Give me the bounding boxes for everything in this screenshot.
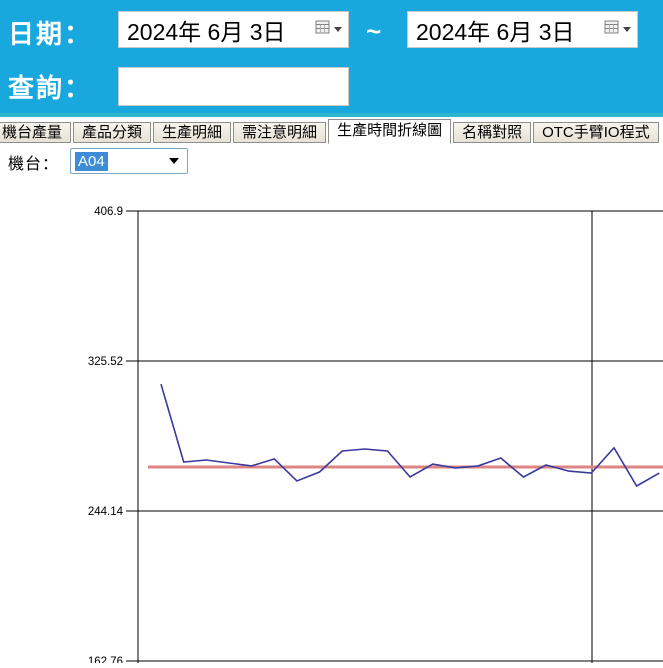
calendar-icon <box>604 20 620 40</box>
date-label: 日期： <box>8 19 93 49</box>
header-bar: 日期： 2024年 6月 3日 ~ 2024年 6月 3日 <box>0 0 663 117</box>
tab-production-detail[interactable]: 生產明細 <box>153 122 232 143</box>
date-from-dropdown-button[interactable] <box>315 20 342 40</box>
machine-label: 機台： <box>8 156 60 173</box>
calendar-icon <box>315 20 331 40</box>
y-axis-tick-label: 244.14 <box>88 506 124 518</box>
date-to-dropdown-button[interactable] <box>604 20 631 40</box>
machine-selector-row: 機台： A04 <box>8 148 188 174</box>
production-time-series-line <box>160 383 660 488</box>
production-time-line-chart: 406.9 325.52 244.14 162.76 <box>0 195 663 668</box>
date-to-value: 2024年 6月 3日 <box>416 18 575 45</box>
date-to-picker[interactable]: 2024年 6月 3日 <box>407 11 638 48</box>
tab-product-category[interactable]: 產品分類 <box>73 122 152 143</box>
tab-name-mapping[interactable]: 名稱對照 <box>453 122 532 143</box>
chart-canvas: 406.9 325.52 244.14 162.76 <box>88 206 663 668</box>
query-input[interactable] <box>118 67 349 106</box>
tab-strip: 機台產量 產品分類 生產明細 需注意明細 生產時間折線圖 名稱對照 OTC手臂I… <box>0 119 661 144</box>
date-range-separator: ~ <box>366 16 382 46</box>
chevron-down-icon <box>334 27 342 32</box>
y-axis-tick-label: 325.52 <box>88 356 123 368</box>
machine-combobox[interactable]: A04 <box>70 148 188 174</box>
query-label: 查詢： <box>8 73 93 103</box>
date-from-value: 2024年 6月 3日 <box>127 18 286 45</box>
tab-otc-arm-io-program[interactable]: OTC手臂IO程式 <box>533 122 659 143</box>
date-from-picker[interactable]: 2024年 6月 3日 <box>118 11 349 48</box>
y-axis-tick-label: 406.9 <box>94 206 123 218</box>
tab-machine-output[interactable]: 機台產量 <box>0 122 72 143</box>
tab-production-time-chart[interactable]: 生產時間折線圖 <box>328 119 452 144</box>
chevron-down-icon <box>169 158 179 164</box>
tab-attention-detail[interactable]: 需注意明細 <box>233 122 327 143</box>
chevron-down-icon <box>623 27 631 32</box>
y-axis-tick-label: 162.76 <box>88 656 123 663</box>
machine-selected-value: A04 <box>75 151 108 171</box>
